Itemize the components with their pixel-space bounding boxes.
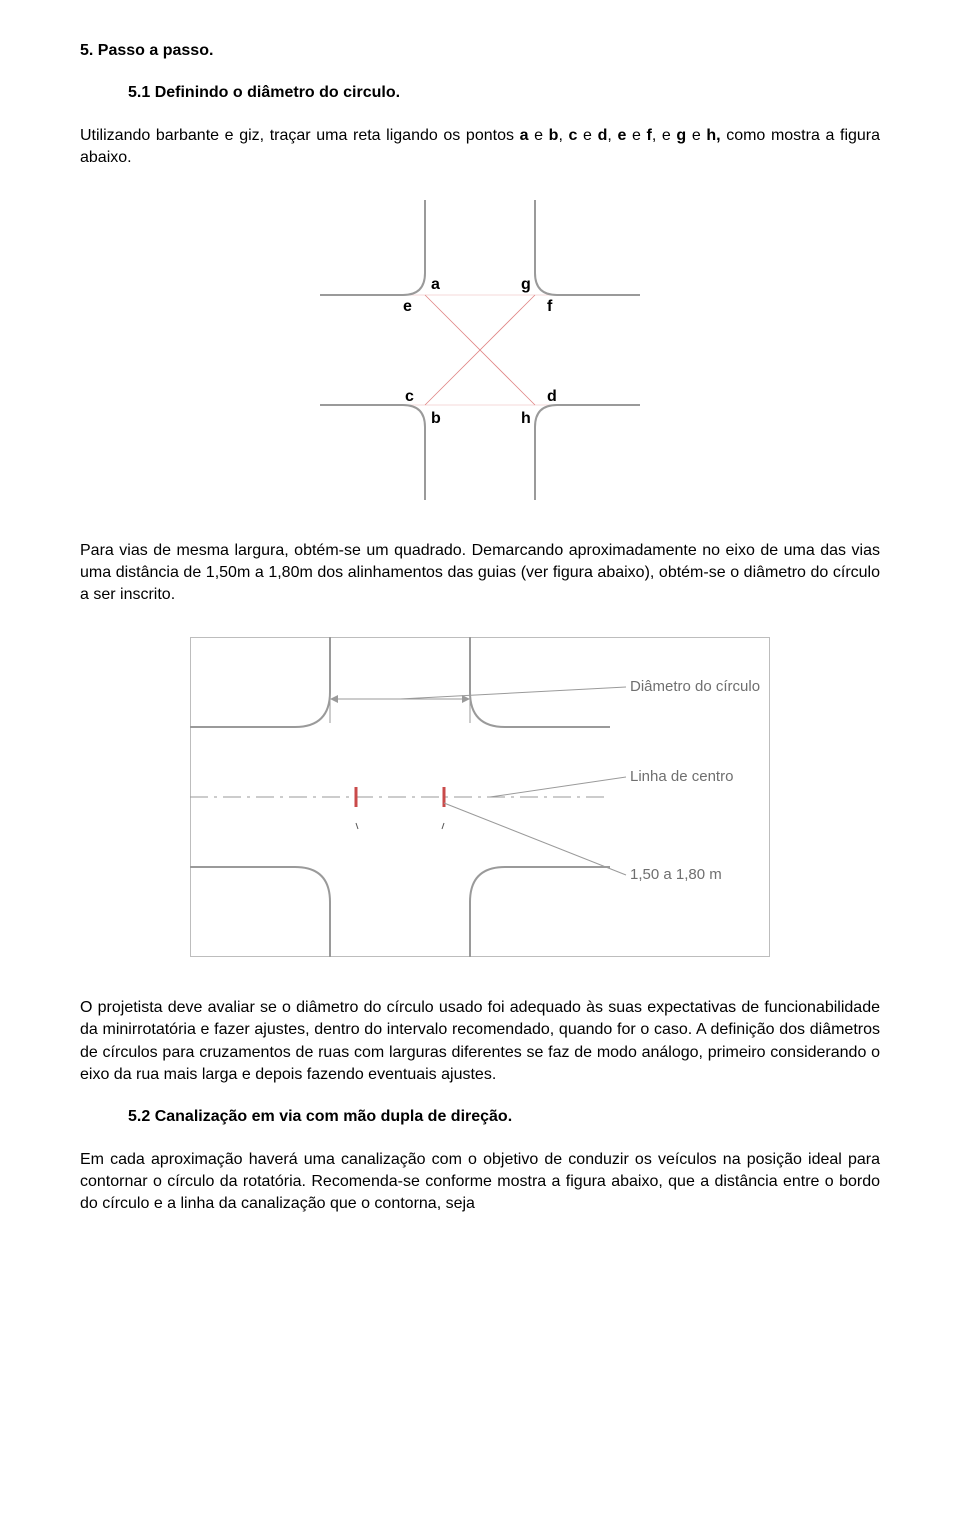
pt-b: b (549, 127, 559, 144)
pt-a: a (520, 127, 529, 144)
pt-h: h, (706, 127, 720, 144)
svg-text:1,50 a 1,80 m: 1,50 a 1,80 m (630, 866, 722, 883)
paragraph-1: Utilizando barbante e giz, traçar uma re… (80, 125, 880, 170)
p1-e1: e (529, 127, 549, 144)
svg-text:f: f (547, 298, 553, 315)
p1-e4: e (686, 127, 706, 144)
figure-1-wrap: a g e f c d b h (80, 200, 880, 500)
paragraph-4: Em cada aproximação haverá uma canalizaç… (80, 1149, 880, 1216)
p1-c1: , (558, 127, 568, 144)
p1-text: Utilizando barbante e giz, traçar uma re… (80, 127, 520, 144)
figure-2-wrap: Diâmetro do círculo Linha de centro 1,50 a… (80, 637, 880, 957)
subsection-heading-51: 5.1 Definindo o diâmetro do circulo. (128, 82, 880, 104)
pt-d: d (598, 127, 608, 144)
svg-text:Diâmetro do círculo: Diâmetro do círculo (630, 678, 760, 695)
p1-e2: e (577, 127, 597, 144)
svg-text:b: b (431, 410, 441, 427)
svg-text:d: d (547, 388, 557, 405)
section-heading: 5. Passo a passo. (80, 40, 880, 62)
subsection-heading-52: 5.2 Canalização em via com mão dupla de … (128, 1106, 880, 1128)
p1-c2: , (607, 127, 617, 144)
svg-text:Linha de centro: Linha de centro (630, 768, 733, 785)
svg-text:c: c (405, 388, 414, 405)
svg-text:a: a (431, 276, 440, 293)
p1-e3: e (626, 127, 646, 144)
paragraph-2: Para vias de mesma largura, obtém-se um … (80, 540, 880, 607)
svg-text:e: e (403, 298, 412, 315)
svg-text:g: g (521, 276, 531, 293)
p1-c3: , e (652, 127, 677, 144)
svg-text:h: h (521, 410, 531, 427)
figure-2-diameter: Diâmetro do círculo Linha de centro 1,50 a… (190, 637, 770, 957)
paragraph-3: O projetista deve avaliar se o diâmetro … (80, 997, 880, 1087)
pt-e: e (617, 127, 626, 144)
figure-1-intersection: a g e f c d b h (320, 200, 640, 500)
pt-g: g (676, 127, 686, 144)
